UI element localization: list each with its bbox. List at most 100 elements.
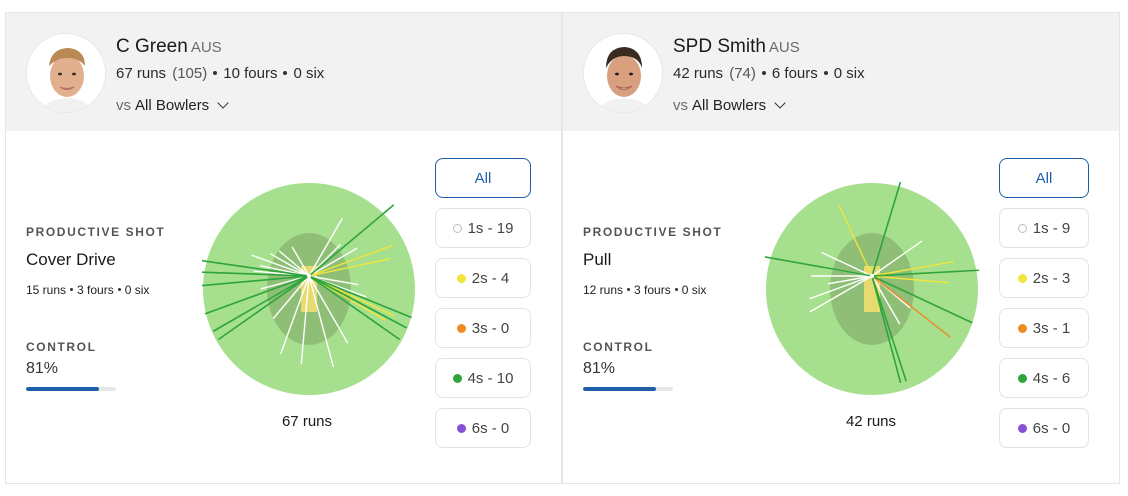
player-avatar	[26, 33, 106, 113]
shot-line-ones	[270, 253, 310, 277]
shot-line-fours	[202, 271, 310, 277]
ones-dot-icon	[452, 223, 462, 233]
productive-shot-stats: 12 runs 3 fours 0 six	[583, 283, 706, 297]
player-fours: 6 fours	[771, 65, 818, 82]
control-progress-bar	[583, 387, 673, 391]
filter-threes-label: 3s - 0	[471, 319, 510, 337]
shot-line-ones	[809, 275, 873, 300]
filter-fours-label: 4s - 6	[1032, 369, 1071, 387]
shot-line-fours	[212, 275, 310, 332]
bowler-filter-dropdown[interactable]: vs All Bowlers	[673, 97, 786, 114]
filter-fours-label: 4s - 10	[467, 369, 514, 387]
filter-all-button[interactable]: All	[999, 158, 1089, 198]
filter-ones-label: 1s - 9	[1032, 219, 1071, 237]
control-value: 81%	[26, 360, 59, 377]
productive-shot-title: PRODUCTIVE SHOT	[583, 225, 723, 239]
player-country: AUS	[768, 39, 800, 56]
shot-line-twos	[308, 245, 393, 277]
player-name: SPD Smith AUS	[673, 36, 800, 57]
player-sixes: 0 six	[833, 65, 865, 82]
filter-threes-button[interactable]: 3s - 1	[999, 308, 1089, 348]
productive-shot-name: Cover Drive	[26, 250, 116, 269]
filter-ones-button[interactable]: 1s - 19	[435, 208, 531, 248]
shot-line-ones	[871, 240, 923, 277]
sixes-dot-icon	[1017, 423, 1027, 433]
shot-line-ones	[251, 254, 310, 277]
separator-dot	[70, 288, 74, 292]
separator-dot	[761, 71, 766, 76]
control-value: 81%	[583, 360, 616, 377]
player-fours: 10 fours	[223, 65, 278, 82]
control-title: CONTROL	[583, 340, 654, 354]
player-card-green: C Green AUS 67 runs (105) 10 fours 0 six vs…	[5, 12, 562, 484]
shot-sixes: 0 six	[124, 283, 150, 297]
filter-threes-button[interactable]: 3s - 0	[435, 308, 531, 348]
filter-sixes-button[interactable]: 6s - 0	[999, 408, 1089, 448]
productive-shot-stats: 15 runs 3 fours 0 six	[26, 283, 149, 297]
twos-dot-icon	[1017, 273, 1027, 283]
wagon-total-runs: 42 runs	[845, 413, 897, 430]
shot-line-fours	[308, 204, 395, 277]
shot-line-ones	[308, 275, 349, 344]
filter-twos-button[interactable]: 2s - 3	[999, 258, 1089, 298]
filter-twos-button[interactable]: 2s - 4	[435, 258, 531, 298]
separator-dot	[117, 288, 121, 292]
sixes-dot-icon	[456, 423, 466, 433]
vs-label: vs	[116, 97, 131, 114]
shot-line-ones	[827, 275, 873, 285]
filter-all-button[interactable]: All	[435, 158, 531, 198]
control-title: CONTROL	[26, 340, 97, 354]
filter-sixes-button[interactable]: 6s - 0	[435, 408, 531, 448]
separator-dot	[674, 288, 678, 292]
shot-line-ones	[278, 250, 310, 277]
shot-line-fours	[871, 275, 907, 382]
shot-fours: 3 fours	[77, 283, 114, 297]
batter-position	[306, 273, 312, 279]
ones-dot-icon	[1017, 223, 1027, 233]
shot-line-ones	[280, 275, 310, 355]
filter-twos-label: 2s - 4	[471, 269, 510, 287]
wagon-wheel-graphic	[765, 182, 979, 395]
shot-line-fours	[871, 269, 979, 277]
player-header: C Green AUS 67 runs (105) 10 fours 0 six vs…	[6, 13, 561, 131]
threes-dot-icon	[456, 323, 466, 333]
player-name: C Green AUS	[116, 36, 222, 57]
vs-label: vs	[673, 97, 688, 114]
wagon-wheel	[202, 182, 416, 396]
filter-twos-label: 2s - 3	[1032, 269, 1071, 287]
player-balls: (105)	[172, 65, 208, 82]
chevron-down-icon	[774, 97, 786, 109]
shot-runs: 12 runs	[583, 283, 624, 297]
filter-fours-button[interactable]: 4s - 10	[435, 358, 531, 398]
player-portrait-icon	[584, 34, 662, 112]
shot-line-fours	[871, 275, 973, 324]
player-avatar	[583, 33, 663, 113]
control-progress-bar	[26, 387, 116, 391]
filter-sixes-label: 6s - 0	[471, 419, 510, 437]
shot-line-twos	[308, 258, 391, 277]
shot-line-fours	[765, 256, 873, 277]
player-stats: 67 runs (105) 10 fours 0 six	[116, 65, 324, 82]
shot-line-ones	[871, 275, 901, 325]
shot-line-twos	[871, 275, 950, 284]
shot-line-ones	[291, 246, 310, 277]
separator-dot	[213, 71, 218, 76]
shot-line-ones	[308, 247, 358, 277]
player-runs: 42 runs	[673, 65, 724, 82]
filter-sixes-label: 6s - 0	[1032, 419, 1071, 437]
player-balls: (74)	[729, 65, 756, 82]
shot-line-fours	[202, 259, 310, 277]
shot-fours: 3 fours	[634, 283, 671, 297]
control-progress-fill	[583, 387, 656, 391]
shot-line-ones	[809, 275, 873, 313]
chevron-down-icon	[217, 97, 229, 109]
separator-dot	[283, 71, 288, 76]
filter-threes-label: 3s - 1	[1032, 319, 1071, 337]
filter-ones-button[interactable]: 1s - 9	[999, 208, 1089, 248]
bowler-filter-value: All Bowlers	[135, 97, 210, 114]
bowler-filter-dropdown[interactable]: vs All Bowlers	[116, 97, 229, 114]
shot-runs: 15 runs	[26, 283, 67, 297]
shot-line-twos	[838, 205, 873, 277]
filter-fours-button[interactable]: 4s - 6	[999, 358, 1089, 398]
shot-line-threes	[871, 275, 951, 338]
